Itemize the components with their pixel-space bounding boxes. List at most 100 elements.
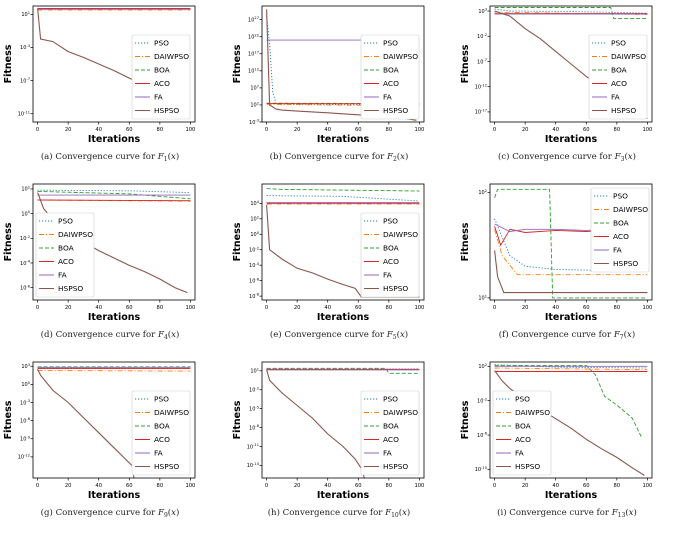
x-tick-label: 20 (522, 305, 529, 311)
y-tick-label: 103 (21, 363, 30, 370)
legend-label: ACO (383, 257, 399, 266)
legend: PSO DAIWPSO BOA ACO FA HSPSO (131, 34, 191, 120)
x-tick-label: 100 (185, 305, 195, 311)
chart-panel-d: 0 20 40 60 80 100 102 100 10-2 10-4 10-6 Iterations… (3, 183, 196, 341)
legend-label: DAIWPSO (154, 52, 189, 61)
legend-label: FA (611, 93, 620, 102)
y-axis-label: Fitness (232, 222, 243, 261)
y-tick-label: 10-11 (18, 110, 30, 117)
legend-label: ACO (515, 435, 531, 444)
x-tick-label: 100 (414, 305, 424, 311)
legend-label: HSPSO (58, 284, 83, 293)
y-axis-label: Fitness (3, 400, 14, 439)
caption: (a) Convergence curve for F1(x) (41, 151, 179, 163)
legend: PSO DAIWPSO BOA ACO FA HSPSO (492, 390, 552, 476)
y-tick-label: 102 (250, 102, 259, 109)
x-tick-label: 60 (355, 483, 362, 489)
y-axis-label: Fitness (460, 222, 471, 261)
caption: (d) Convergence curve for F4(x) (41, 329, 180, 341)
x-tick-label: 100 (185, 483, 195, 489)
y-tick-label: 10-9 (20, 435, 31, 442)
x-tick-label: 40 (95, 305, 102, 311)
y-tick-label: 107 (250, 84, 259, 91)
legend-label: FA (515, 449, 524, 458)
legend-label: PSO (154, 39, 169, 48)
y-tick-label: 10-8 (249, 424, 260, 431)
x-tick-label: 0 (36, 305, 39, 311)
y-tick-label: 10-3 (20, 44, 30, 51)
series-line-pso (266, 16, 420, 106)
legend: PSO DAIWPSO BOA ACO FA HSPSO (360, 390, 420, 476)
x-tick-label: 0 (493, 305, 496, 311)
x-tick-label: 60 (126, 127, 133, 133)
legend: PSO DAIWPSO BOA ACO FA HSPSO (35, 212, 95, 298)
series-line-hspso (494, 370, 645, 476)
legend-label: PSO (613, 192, 628, 201)
x-tick-label: 0 (265, 483, 268, 489)
x-tick-label: 0 (493, 127, 496, 133)
x-tick-label: 60 (355, 305, 362, 311)
series-line-boa (494, 7, 648, 20)
legend-label: BOA (154, 422, 170, 431)
caption: (h) Convergence curve for F10(x) (268, 507, 411, 519)
x-tick-label: 20 (65, 305, 72, 311)
chart-panel-c: 0 20 40 60 80 100 103 10-2 10-7 10-12 10-17 Iterati… (460, 5, 653, 163)
y-tick-label: 1017 (248, 50, 259, 57)
x-axis-label: Iterations (545, 312, 598, 323)
series-line-boa (37, 190, 191, 200)
series-line-daiwpso (494, 229, 648, 276)
legend-label: FA (383, 449, 392, 458)
legend-label: BOA (515, 422, 531, 431)
y-tick-label: 10-2 (477, 33, 487, 40)
y-tick-label: 1027 (248, 16, 259, 23)
x-tick-label: 80 (157, 127, 164, 133)
series-group (266, 367, 420, 478)
legend-label: FA (383, 271, 392, 280)
y-tick-label: 102 (478, 189, 487, 196)
y-axis-label: Fitness (460, 400, 471, 439)
x-tick-label: 100 (414, 483, 424, 489)
series-line-boa (266, 188, 420, 192)
series-line-boa (494, 188, 648, 299)
plot-frame (261, 361, 425, 479)
x-tick-label: 60 (583, 305, 590, 311)
x-tick-label: 40 (552, 305, 559, 311)
y-tick-label: 1012 (248, 67, 259, 74)
legend-label: HSPSO (613, 259, 638, 268)
plot-frame (489, 183, 653, 301)
caption: (c) Convergence curve for F3(x) (498, 151, 636, 163)
x-tick-label: 60 (583, 127, 590, 133)
legend-label: BOA (383, 244, 399, 253)
legend-label: ACO (383, 79, 399, 88)
x-tick-label: 40 (324, 305, 331, 311)
y-axis-label: Fitness (232, 44, 243, 83)
chart-panel-a: 0 20 40 60 80 100 101 10-3 10-7 10-11 Iterations Fi… (3, 5, 196, 163)
y-tick-label: 100 (21, 210, 30, 217)
legend: PSO DAIWPSO BOA ACO FA HSPSO (590, 187, 650, 273)
caption: (i) Convergence curve for F13(x) (497, 507, 637, 519)
x-tick-label: 40 (552, 483, 559, 489)
legend: PSO DAIWPSO BOA ACO FA HSPSO (360, 34, 420, 120)
y-tick-label: 102 (21, 186, 30, 193)
y-tick-label: 101 (250, 367, 259, 374)
x-tick-label: 80 (157, 483, 164, 489)
y-tick-label: 103 (478, 8, 487, 15)
y-tick-label: 10-2 (20, 235, 30, 242)
chart-panel-i: 0 20 40 60 80 100 102 10-2 10-6 10-10 Iterations Fi… (460, 361, 653, 519)
caption: (b) Convergence curve for F2(x) (270, 151, 409, 163)
x-tick-label: 100 (642, 305, 652, 311)
legend: PSO DAIWPSO BOA ACO FA HSPSO (131, 390, 191, 476)
x-tick-label: 60 (126, 305, 133, 311)
series-line-hspso (494, 250, 648, 294)
series-line-pso (266, 195, 420, 202)
legend-label: ACO (613, 232, 629, 241)
y-tick-label: 10-2 (249, 386, 259, 393)
x-tick-label: 80 (157, 305, 164, 311)
y-tick-label: 10-2 (249, 246, 259, 253)
x-tick-label: 80 (614, 305, 621, 311)
y-tick-label: 101 (21, 11, 30, 18)
legend-label: PSO (154, 395, 169, 404)
y-axis-label: Fitness (3, 222, 14, 261)
plot-frame (489, 361, 653, 479)
